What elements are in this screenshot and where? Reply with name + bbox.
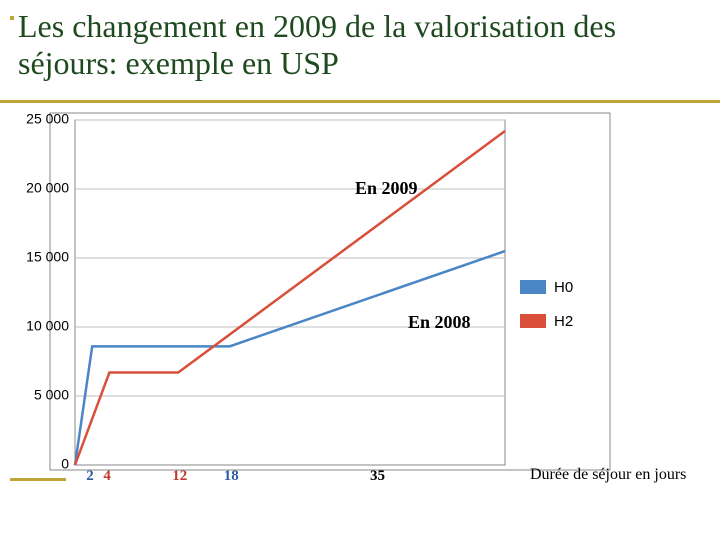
footer-rule (10, 478, 66, 481)
legend-swatch-H0 (520, 280, 546, 294)
chart-y-labels: 0 5 000 10 000 15 000 20 000 25 000 (26, 111, 69, 472)
chart-plot-area (75, 120, 505, 465)
line-chart: 0 5 000 10 000 15 000 20 000 25 000 H0 H2 (0, 0, 720, 540)
y-tick-label: 25 000 (26, 111, 69, 127)
x-tick-35: 35 (370, 468, 385, 485)
x-tick-2: 2 (86, 468, 94, 485)
y-tick-label: 20 000 (26, 180, 69, 196)
chart-legend: H0 H2 (520, 279, 573, 330)
y-tick-label: 15 000 (26, 249, 69, 265)
label-2008: En 2008 (408, 312, 471, 333)
y-tick-label: 0 (61, 456, 69, 472)
x-tick-18: 18 (224, 468, 239, 485)
legend-label-H0: H0 (554, 279, 573, 296)
x-axis-caption: Durée de séjour en jours (530, 466, 686, 484)
legend-swatch-H2 (520, 314, 546, 328)
x-tick-4: 4 (103, 468, 111, 485)
label-2009: En 2009 (355, 178, 418, 199)
slide: Les changement en 2009 de la valorisatio… (0, 0, 720, 540)
y-tick-label: 5 000 (34, 387, 69, 403)
y-tick-label: 10 000 (26, 318, 69, 334)
x-tick-12: 12 (172, 468, 187, 485)
legend-label-H2: H2 (554, 313, 573, 330)
